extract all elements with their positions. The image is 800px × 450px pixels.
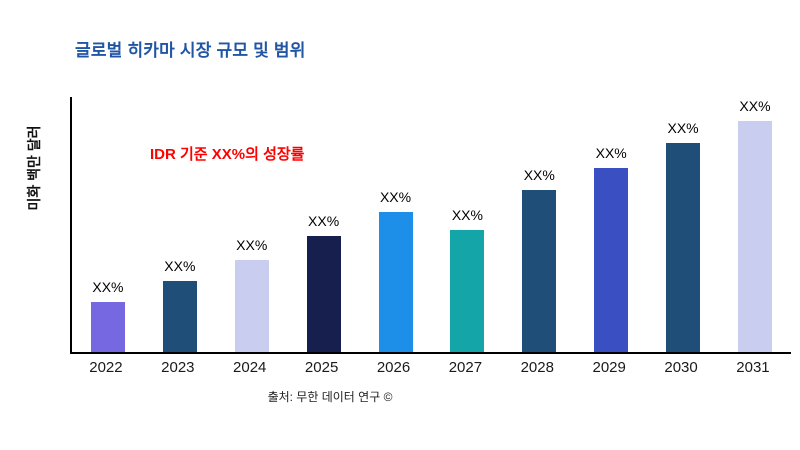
- x-tick-2027: 2027: [448, 359, 483, 376]
- bar-2022: [90, 302, 125, 352]
- bar-slot-2031: XX%: [719, 98, 790, 352]
- bars-container: XX% XX% XX% XX% XX% XX% XX% XX% XX% XX%: [72, 97, 791, 352]
- bar-value-label-2028: XX%: [523, 167, 555, 183]
- bar-slot-2024: XX%: [216, 237, 287, 352]
- bar-2031: [737, 121, 772, 352]
- bar-value-label-2027: XX%: [451, 207, 483, 223]
- bar-2027: [450, 230, 485, 352]
- bar-2029: [594, 168, 629, 352]
- bar-value-label-2026: XX%: [379, 189, 412, 205]
- x-tick-2025: 2025: [304, 359, 339, 376]
- bar-slot-2023: XX%: [144, 258, 215, 352]
- bar-value-label-2023: XX%: [164, 258, 196, 274]
- bar-2026: [378, 212, 413, 352]
- bar-slot-2022: XX%: [72, 279, 143, 352]
- x-tick-2022: 2022: [89, 359, 123, 376]
- chart-title: 글로벌 히카마 시장 규모 및 범위: [75, 41, 306, 60]
- source-caption: 출처: 무한 데이터 연구 ©: [267, 390, 393, 404]
- plot-area: IDR 기준 XX%의 성장률 XX% XX% XX% XX% XX% XX% XX% XX%…: [70, 97, 791, 354]
- bar-value-label-2022: XX%: [92, 279, 124, 295]
- x-axis-ticks: 2022 2023 2024 2025 2026 2027 2028 2029 2030 2031: [70, 359, 789, 376]
- bar-2023: [162, 281, 197, 352]
- bar-2025: [306, 236, 341, 352]
- growth-rate-annotation: IDR 기준 XX%의 성장률: [150, 146, 305, 163]
- y-axis-label: 미화 백만 달러: [26, 125, 42, 211]
- bar-2030: [666, 143, 701, 352]
- bar-slot-2030: XX%: [648, 120, 719, 352]
- bar-slot-2026: XX%: [360, 189, 431, 352]
- x-tick-2026: 2026: [376, 359, 411, 376]
- bar-slot-2028: XX%: [504, 167, 575, 352]
- bar-slot-2027: XX%: [432, 207, 503, 352]
- bar-value-label-2029: XX%: [595, 145, 627, 161]
- bar-value-label-2031: XX%: [739, 98, 771, 114]
- bar-value-label-2030: XX%: [667, 120, 699, 136]
- bar-2024: [234, 260, 269, 352]
- bar-slot-2029: XX%: [576, 145, 647, 352]
- bar-slot-2025: XX%: [288, 213, 359, 352]
- bar-value-label-2025: XX%: [308, 213, 340, 229]
- x-tick-2024: 2024: [233, 359, 267, 376]
- x-tick-2029: 2029: [592, 359, 626, 376]
- bar-value-label-2024: XX%: [236, 237, 268, 253]
- bar-2028: [522, 190, 557, 352]
- x-tick-2023: 2023: [161, 359, 195, 376]
- x-tick-2030: 2030: [664, 359, 698, 376]
- x-tick-2028: 2028: [520, 359, 554, 376]
- x-tick-2031: 2031: [736, 359, 770, 376]
